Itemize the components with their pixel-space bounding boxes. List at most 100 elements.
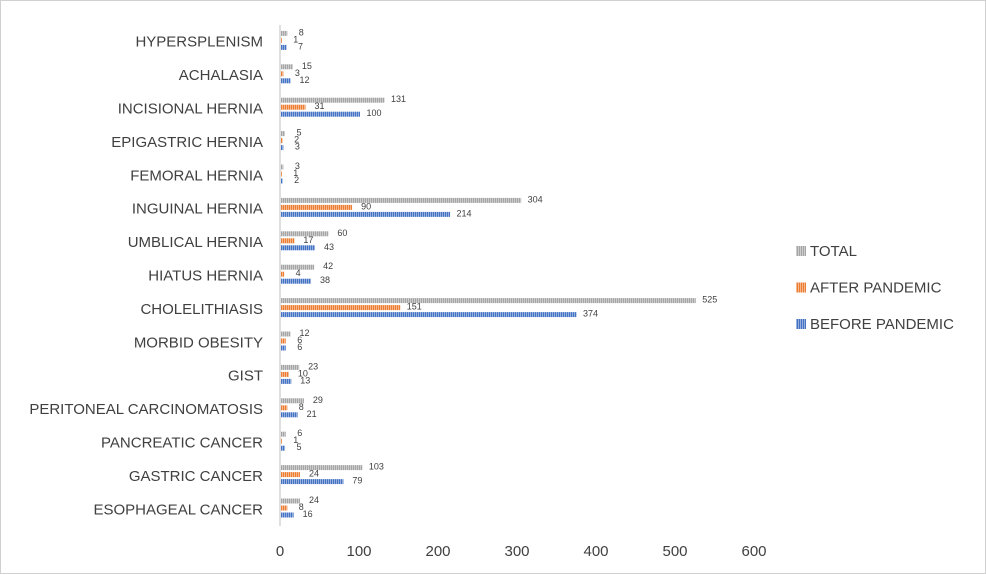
- category-label: HIATUS HERNIA: [148, 268, 263, 285]
- legend: TOTAL AFTER PANDEMIC BEFORE PANDEMIC: [796, 243, 954, 333]
- category-label: ACHALASIA: [179, 67, 263, 84]
- category-label: INGUINAL HERNIA: [132, 201, 263, 218]
- data-label: 1: [293, 435, 298, 445]
- data-label: 15: [302, 61, 312, 71]
- data-label: 31: [314, 101, 324, 111]
- bar-total: [281, 131, 285, 137]
- data-label: 100: [366, 108, 381, 118]
- legend-swatch: [796, 319, 806, 329]
- category-label: GASTRIC CANCER: [129, 468, 263, 485]
- bar-before-pandemic: [281, 512, 294, 518]
- bar-after-pandemic: [281, 71, 284, 77]
- bar-after-pandemic: [281, 204, 353, 210]
- data-label: 374: [583, 309, 598, 319]
- category-label: UMBLICAL HERNIA: [128, 234, 263, 251]
- legend-swatch: [796, 246, 806, 256]
- data-label: 29: [313, 395, 323, 405]
- bar-total: [281, 331, 291, 337]
- bar-total: [281, 30, 288, 36]
- bar-before-pandemic: [281, 78, 291, 84]
- data-label: 12: [299, 328, 309, 338]
- x-tick-label: 600: [741, 543, 766, 560]
- bar-total: [281, 197, 522, 203]
- category-label: ESOPHAGEAL CANCER: [94, 501, 264, 518]
- category-label: GIST: [228, 368, 263, 385]
- bar-total: [281, 231, 329, 237]
- bar-before-pandemic: [281, 245, 315, 251]
- data-label: 6: [297, 335, 302, 345]
- data-label: 10: [298, 368, 308, 378]
- bar-before-pandemic: [281, 211, 451, 217]
- bar-before-pandemic: [281, 111, 360, 117]
- data-label: 24: [309, 469, 319, 479]
- bars-layer: [281, 30, 696, 518]
- data-label: 13: [300, 375, 310, 385]
- x-tick-label: 500: [662, 543, 687, 560]
- bar-before-pandemic: [281, 145, 284, 151]
- bar-total: [281, 465, 363, 471]
- data-label: 2: [294, 175, 299, 185]
- bar-after-pandemic: [281, 472, 300, 478]
- data-label: 16: [303, 509, 313, 519]
- legend-label: AFTER PANDEMIC: [810, 280, 942, 297]
- bar-total: [281, 97, 385, 103]
- bar-before-pandemic: [281, 312, 577, 318]
- category-label: CHOLELITHIASIS: [140, 301, 263, 318]
- data-labels-layer: 8171531213131100523312304902146017434243…: [293, 27, 717, 519]
- bar-total: [281, 164, 284, 170]
- bar-before-pandemic: [281, 412, 298, 418]
- data-label: 6: [297, 342, 302, 352]
- category-label: INCISIONAL HERNIA: [118, 101, 263, 118]
- data-label: 8: [299, 27, 304, 37]
- data-label: 304: [528, 194, 543, 204]
- bar-after-pandemic: [281, 405, 288, 411]
- x-axis: 0 100 200 300 400 500 600: [276, 543, 767, 560]
- data-label: 214: [457, 208, 472, 218]
- bar-after-pandemic: [281, 338, 286, 344]
- category-labels-layer: HYPERSPLENISM ACHALASIA INCISIONAL HERNIA E…: [29, 34, 263, 519]
- bar-before-pandemic: [281, 345, 286, 351]
- data-label: 90: [361, 201, 371, 211]
- data-label: 3: [295, 68, 300, 78]
- bar-before-pandemic: [281, 44, 287, 50]
- bar-after-pandemic: [281, 138, 283, 144]
- data-label: 1: [293, 34, 298, 44]
- data-label: 42: [323, 261, 333, 271]
- data-label: 5: [296, 128, 301, 138]
- bar-total: [281, 264, 315, 270]
- data-label: 79: [352, 476, 362, 486]
- data-label: 131: [391, 94, 406, 104]
- x-tick-label: 400: [583, 543, 608, 560]
- bar-before-pandemic: [281, 378, 292, 384]
- x-tick-label: 200: [425, 543, 450, 560]
- bar-total: [281, 364, 300, 370]
- bar-total: [281, 498, 300, 504]
- bar-after-pandemic: [281, 371, 289, 377]
- bar-before-pandemic: [281, 278, 312, 284]
- category-label: MORBID OBESITY: [134, 334, 263, 351]
- category-label: EPIGASTRIC HERNIA: [111, 134, 263, 151]
- bar-after-pandemic: [281, 505, 288, 511]
- category-label: PANCREATIC CANCER: [101, 435, 263, 452]
- bar-after-pandemic: [281, 37, 282, 43]
- bar-total: [281, 298, 696, 304]
- data-label: 7: [298, 41, 303, 51]
- data-label: 60: [337, 228, 347, 238]
- bar-after-pandemic: [281, 171, 282, 177]
- legend-swatch: [796, 282, 806, 293]
- legend-label: TOTAL: [810, 243, 857, 260]
- bar-after-pandemic: [281, 271, 285, 277]
- data-label: 8: [299, 402, 304, 412]
- data-label: 12: [299, 75, 309, 85]
- data-label: 38: [320, 275, 330, 285]
- bar-before-pandemic: [281, 479, 344, 485]
- bar-after-pandemic: [281, 438, 282, 444]
- x-tick-label: 300: [504, 543, 529, 560]
- category-label: PERITONEAL CARCINOMATOSIS: [29, 401, 263, 418]
- data-label: 4: [296, 268, 301, 278]
- data-label: 8: [299, 502, 304, 512]
- data-label: 21: [307, 409, 317, 419]
- data-label: 2: [294, 135, 299, 145]
